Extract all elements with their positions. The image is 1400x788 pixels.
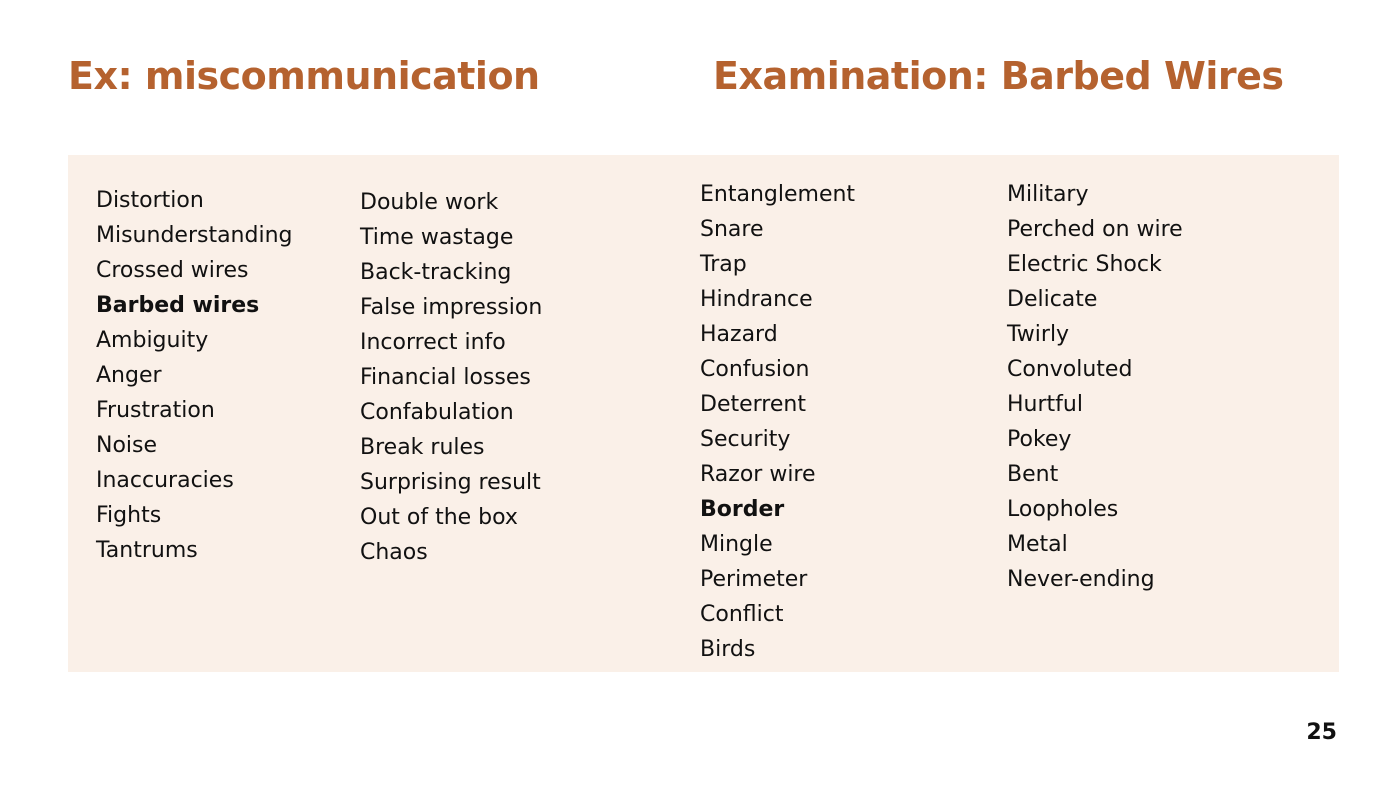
word-item: Incorrect info [360,330,506,355]
word-item: Confusion [700,357,810,382]
word-column-2: Double work Time wastage Back-tracking Fals… [360,185,542,570]
word-item: Snare [700,217,764,242]
word-item: Conflict [700,602,784,627]
word-item: Ambiguity [96,328,209,353]
word-item: Time wastage [360,225,514,250]
right-title: Examination: Barbed Wires [713,54,1284,98]
word-item: Chaos [360,540,428,565]
word-item: Never-ending [1007,567,1155,592]
word-item: Confabulation [360,400,514,425]
word-item: Delicate [1007,287,1098,312]
word-item: Military [1007,182,1089,207]
word-column-3: Entanglement Snare Trap Hindrance Hazard Conf… [700,177,855,667]
word-item: Barbed wires [96,293,260,318]
word-item: Metal [1007,532,1068,557]
word-item: Hazard [700,322,778,347]
word-item: Distortion [96,188,204,213]
word-item: Pokey [1007,427,1072,452]
word-item: Entanglement [700,182,856,207]
word-item: Hindrance [700,287,813,312]
word-item: Double work [360,190,499,215]
word-item: Surprising result [360,470,541,495]
word-item: Razor wire [700,462,816,487]
word-item: Back-tracking [360,260,512,285]
word-item: Perimeter [700,567,808,592]
word-item: Misunderstanding [96,223,293,248]
word-item: Frustration [96,398,215,423]
word-item: Electric Shock [1007,252,1162,277]
word-item: Inaccuracies [96,468,234,493]
word-item: Security [700,427,791,452]
word-item: Financial losses [360,365,531,390]
left-title: Ex: miscommunication [68,54,540,98]
word-item: Fights [96,503,162,528]
word-column-1: Distortion Misunderstanding Crossed wires B… [96,183,293,568]
word-list-panel [68,155,1339,672]
word-item: False impression [360,295,543,320]
word-item: Trap [700,252,747,277]
word-item: Break rules [360,435,485,460]
word-item: Convoluted [1007,357,1133,382]
word-item: Perched on wire [1007,217,1183,242]
word-item: Out of the box [360,505,518,530]
word-item: Loopholes [1007,497,1119,522]
word-item: Birds [700,637,756,662]
word-item: Border [700,497,785,522]
word-item: Anger [96,363,162,388]
word-item: Tantrums [96,538,198,563]
word-item: Noise [96,433,158,458]
word-item: Mingle [700,532,773,557]
word-column-4: Military Perched on wire Electric Shock Del… [1007,177,1183,597]
word-item: Crossed wires [96,258,249,283]
page-number: 25 [1306,720,1337,745]
word-item: Twirly [1007,322,1070,347]
word-item: Hurtful [1007,392,1083,417]
word-item: Bent [1007,462,1059,487]
word-item: Deterrent [700,392,806,417]
